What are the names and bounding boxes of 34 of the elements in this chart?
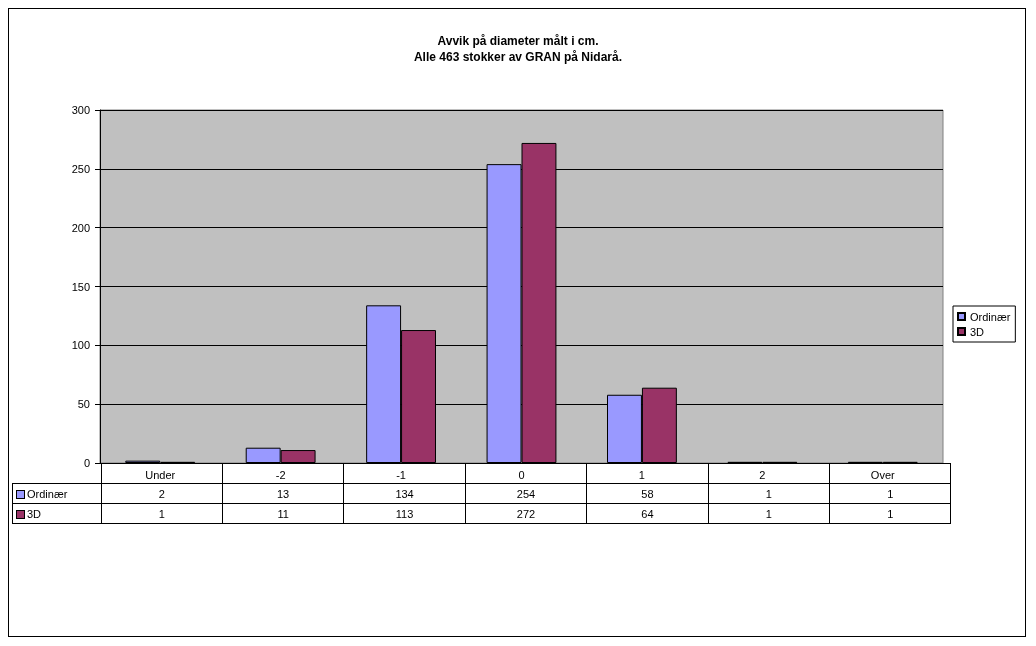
data-label: 64 [586, 503, 709, 524]
x-tick-label: Over [870, 468, 896, 481]
legend-label: Ordinær [12, 483, 101, 504]
data-label: 134 [343, 483, 466, 504]
text: Ordinær [970, 310, 1011, 323]
y-tick-label: 250 [71, 162, 90, 175]
data-label: 272 [465, 503, 587, 524]
y-tick-label: 100 [71, 339, 90, 352]
data-label: 1 [708, 483, 830, 504]
data-label: 1 [101, 503, 223, 524]
x-tick-label: Under [145, 468, 176, 481]
x-tick-label: 2 [759, 468, 766, 481]
data-label: 1 [708, 503, 830, 524]
text: 3D [27, 507, 42, 520]
x-tick-label: 1 [638, 468, 645, 481]
chart-subtitle: Alle 463 stokker av GRAN på Nidarå. [413, 50, 623, 64]
data-label: 1 [829, 483, 951, 504]
y-tick-label: 300 [71, 104, 90, 116]
chart-title: Avvik på diameter målt i cm. [437, 34, 599, 48]
x-tick-label: 0 [518, 468, 525, 481]
data-label: 58 [586, 483, 709, 504]
data-label: 11 [222, 503, 344, 524]
data-label: 113 [343, 503, 466, 524]
y-tick-label: 200 [71, 221, 90, 234]
data-label: 2 [101, 483, 223, 504]
data-label: 1 [829, 503, 951, 524]
data-label: 13 [222, 483, 344, 504]
y-tick-label: 50 [77, 398, 90, 411]
data-label: 254 [465, 483, 587, 504]
legend-label: 3D [970, 325, 985, 338]
y-tick-label: 0 [83, 457, 90, 469]
x-tick-label: -2 [275, 468, 286, 481]
x-tick-label: -1 [396, 468, 406, 481]
y-tick-label: 150 [71, 280, 90, 293]
